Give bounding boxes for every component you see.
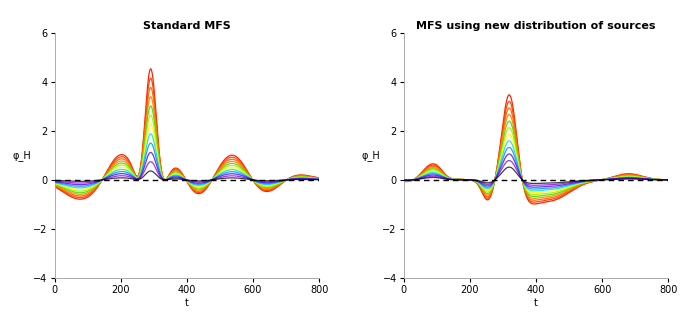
Y-axis label: φ_H: φ_H <box>362 150 381 161</box>
Title: Standard MFS: Standard MFS <box>143 21 231 30</box>
Y-axis label: φ_H: φ_H <box>13 150 31 161</box>
X-axis label: t: t <box>185 298 189 308</box>
X-axis label: t: t <box>534 298 538 308</box>
Title: MFS using new distribution of sources: MFS using new distribution of sources <box>416 21 656 30</box>
